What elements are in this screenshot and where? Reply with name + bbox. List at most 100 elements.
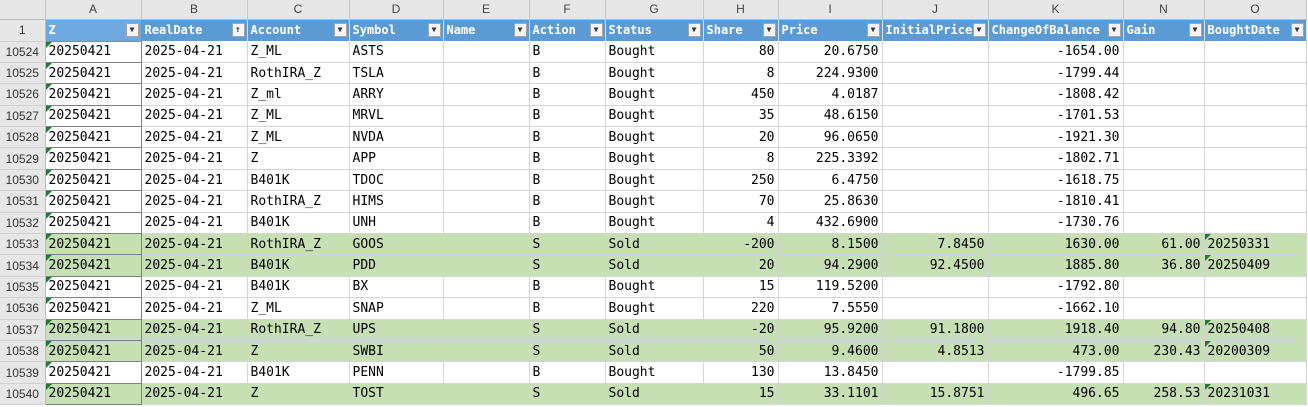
share-cell[interactable]: 4 <box>703 212 779 235</box>
share-cell[interactable]: 50 <box>703 340 779 363</box>
action-cell[interactable]: B <box>529 276 606 299</box>
row-number[interactable]: 10529 <box>0 147 46 170</box>
status-cell[interactable]: Sold <box>605 340 704 363</box>
real-date-cell[interactable]: 2025-04-21 <box>141 41 248 63</box>
real-date-cell[interactable]: 2025-04-21 <box>141 190 248 213</box>
name-cell[interactable] <box>443 383 530 406</box>
row-number[interactable]: 10532 <box>0 212 46 235</box>
header-price[interactable]: Price ▼ <box>778 19 883 41</box>
row-number[interactable]: 10536 <box>0 297 46 320</box>
share-cell[interactable]: 70 <box>703 190 779 213</box>
filter-dropdown-icon[interactable]: ▼ <box>1107 22 1121 37</box>
header-action[interactable]: Action ▼ <box>529 19 606 41</box>
status-cell[interactable]: Bought <box>605 105 704 128</box>
gain-cell[interactable] <box>1123 147 1205 170</box>
real-date-cell[interactable]: 2025-04-21 <box>141 105 248 128</box>
initial-price-cell[interactable] <box>882 41 989 63</box>
action-cell[interactable]: S <box>529 383 606 406</box>
real-date-cell[interactable]: 2025-04-21 <box>141 361 248 384</box>
status-cell[interactable]: Bought <box>605 169 704 192</box>
row-number[interactable]: 10526 <box>0 83 46 106</box>
column-letter-g[interactable]: G <box>605 0 704 20</box>
real-date-cell[interactable]: 2025-04-21 <box>141 340 248 363</box>
z-cell[interactable]: 20250421 <box>44 318 142 341</box>
action-cell[interactable]: B <box>529 105 606 128</box>
price-cell[interactable]: 95.9200 <box>778 319 883 341</box>
initial-price-cell[interactable] <box>882 62 989 85</box>
change-of-balance-cell[interactable]: 1918.40 <box>988 319 1124 341</box>
symbol-cell[interactable]: PDD <box>349 254 444 277</box>
header-gain[interactable]: Gain ▼ <box>1123 19 1205 41</box>
header-changeofbalance[interactable]: ChangeOfBalance ▼ <box>988 19 1124 41</box>
row-number[interactable]: 10525 <box>0 62 46 85</box>
bought-date-cell[interactable] <box>1204 212 1307 235</box>
status-cell[interactable]: Bought <box>605 41 704 63</box>
initial-price-cell[interactable] <box>882 105 989 128</box>
bought-date-cell[interactable] <box>1204 169 1307 192</box>
initial-price-cell[interactable] <box>882 361 989 384</box>
filter-dropdown-icon[interactable]: ▼ <box>762 22 776 37</box>
filter-dropdown-icon[interactable]: ▼ <box>513 22 527 37</box>
account-cell[interactable]: Z_ML <box>247 41 350 63</box>
row-number[interactable]: 10538 <box>0 340 46 363</box>
real-date-cell[interactable]: 2025-04-21 <box>141 383 248 406</box>
filter-dropdown-icon[interactable]: ▼ <box>1188 22 1202 37</box>
share-cell[interactable]: 8 <box>703 62 779 85</box>
column-letter-h[interactable]: H <box>703 0 779 20</box>
column-letter-n[interactable]: N <box>1123 0 1205 20</box>
real-date-cell[interactable]: 2025-04-21 <box>141 212 248 235</box>
symbol-cell[interactable]: ASTS <box>349 41 444 63</box>
initial-price-cell[interactable] <box>882 212 989 235</box>
initial-price-cell[interactable] <box>882 126 989 149</box>
price-cell[interactable]: 224.9300 <box>778 62 883 85</box>
name-cell[interactable] <box>443 83 530 106</box>
name-cell[interactable] <box>443 319 530 341</box>
z-cell[interactable]: 20250421 <box>44 126 142 149</box>
name-cell[interactable] <box>443 169 530 192</box>
symbol-cell[interactable]: PENN <box>349 361 444 384</box>
gain-cell[interactable] <box>1123 276 1205 299</box>
status-cell[interactable]: Sold <box>605 319 704 341</box>
symbol-cell[interactable]: HIMS <box>349 190 444 213</box>
share-cell[interactable]: 35 <box>703 105 779 128</box>
symbol-cell[interactable]: TSLA <box>349 62 444 85</box>
name-cell[interactable] <box>443 254 530 277</box>
change-of-balance-cell[interactable]: -1618.75 <box>988 169 1124 192</box>
symbol-cell[interactable]: MRVL <box>349 105 444 128</box>
symbol-cell[interactable]: BX <box>349 276 444 299</box>
bought-date-cell[interactable] <box>1204 276 1307 299</box>
bought-date-cell[interactable]: 20250331 <box>1204 233 1307 256</box>
status-cell[interactable]: Bought <box>605 276 704 299</box>
account-cell[interactable]: Z <box>247 383 350 406</box>
initial-price-cell[interactable] <box>882 297 989 320</box>
row-number[interactable]: 10534 <box>0 254 46 277</box>
price-cell[interactable]: 9.4600 <box>778 340 883 363</box>
gain-cell[interactable]: 230.43 <box>1123 340 1205 363</box>
price-cell[interactable]: 432.6900 <box>778 212 883 235</box>
column-letter-e[interactable]: E <box>443 0 530 20</box>
gain-cell[interactable] <box>1123 62 1205 85</box>
status-cell[interactable]: Bought <box>605 361 704 384</box>
account-cell[interactable]: Z_ML <box>247 105 350 128</box>
z-cell[interactable]: 20250421 <box>44 297 142 320</box>
row-number[interactable]: 10528 <box>0 126 46 149</box>
bought-date-cell[interactable]: 20200309 <box>1204 340 1307 363</box>
row-number[interactable]: 10535 <box>0 276 46 299</box>
filter-dropdown-icon[interactable]: ▼ <box>866 22 880 37</box>
gain-cell[interactable]: 94.80 <box>1123 319 1205 341</box>
name-cell[interactable] <box>443 190 530 213</box>
gain-cell[interactable]: 36.80 <box>1123 254 1205 277</box>
row-number[interactable]: 10524 <box>0 41 46 63</box>
status-cell[interactable]: Bought <box>605 212 704 235</box>
column-letter-a[interactable]: A <box>45 0 142 20</box>
share-cell[interactable]: 15 <box>703 383 779 406</box>
change-of-balance-cell[interactable]: -1802.71 <box>988 147 1124 170</box>
header-z[interactable]: Z ▼ <box>44 18 142 42</box>
symbol-cell[interactable]: ARRY <box>349 83 444 106</box>
price-cell[interactable]: 4.0187 <box>778 83 883 106</box>
gain-cell[interactable] <box>1123 297 1205 320</box>
initial-price-cell[interactable] <box>882 276 989 299</box>
symbol-cell[interactable]: SWBI <box>349 340 444 363</box>
row-number[interactable]: 1 <box>0 19 46 42</box>
sort-ascending-icon[interactable]: ↑ <box>231 22 245 37</box>
